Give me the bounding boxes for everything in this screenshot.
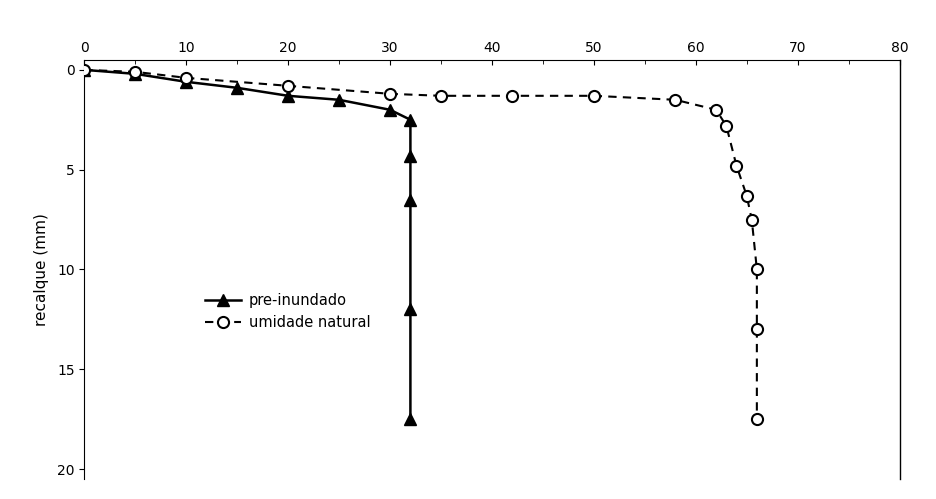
pre-inundado (333, 97, 344, 103)
umidade natural (740, 193, 752, 199)
umidade natural (720, 123, 731, 129)
umidade natural (129, 69, 140, 75)
pre-inundado (404, 306, 416, 312)
pre-inundado (181, 79, 192, 85)
Line: umidade natural: umidade natural (79, 64, 762, 425)
umidade natural (745, 217, 756, 223)
Y-axis label: recalque (mm): recalque (mm) (34, 213, 49, 326)
pre-inundado (129, 71, 140, 77)
umidade natural (730, 163, 741, 169)
umidade natural (384, 91, 395, 97)
umidade natural (282, 83, 293, 89)
pre-inundado (404, 117, 416, 123)
pre-inundado (282, 93, 293, 99)
pre-inundado (231, 85, 242, 91)
umidade natural (588, 93, 599, 99)
pre-inundado (79, 67, 90, 73)
umidade natural (751, 326, 762, 332)
umidade natural (181, 75, 192, 81)
umidade natural (435, 93, 446, 99)
umidade natural (669, 97, 680, 103)
pre-inundado (384, 107, 395, 113)
umidade natural (751, 266, 762, 272)
umidade natural (79, 67, 90, 73)
umidade natural (506, 93, 518, 99)
pre-inundado (404, 197, 416, 203)
umidade natural (709, 107, 721, 113)
umidade natural (751, 416, 762, 422)
pre-inundado (404, 153, 416, 159)
Line: pre-inundado: pre-inundado (79, 64, 416, 425)
pre-inundado (404, 416, 416, 422)
Legend: pre-inundado, umidade natural: pre-inundado, umidade natural (197, 285, 377, 337)
